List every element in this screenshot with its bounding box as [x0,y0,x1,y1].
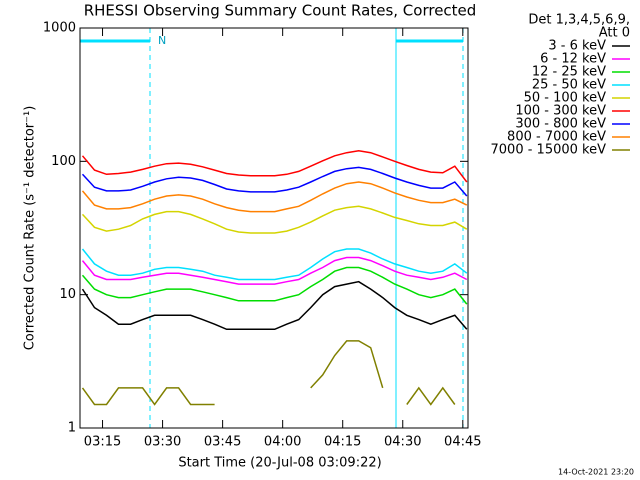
series-line [81,280,468,331]
legend-label: 12 - 25 keV [532,65,606,80]
x-tick-label: 03:15 [84,435,121,450]
y-tick-label: 1000 [43,21,76,36]
legend-label: 7000 - 15000 keV [491,143,607,158]
legend-label: 50 - 100 keV [524,91,607,106]
x-tick-label: 04:00 [264,435,301,450]
series-line [81,266,468,305]
y-tick-label: 1 [68,421,76,436]
x-tick-label: 03:45 [204,435,241,450]
x-axis-label: Start Time (20-Jul-08 03:09:22) [178,456,381,471]
y-axis-label: Corrected Count Rate (s⁻¹ detector⁻¹) [23,106,38,351]
legend-label: 800 - 7000 keV [507,130,606,145]
legend-label: 25 - 50 keV [532,78,606,93]
legend-label: 6 - 12 keV [540,52,606,67]
legend-header: Det 1,3,4,5,6,9, [528,13,630,28]
y-tick-label: 100 [51,154,76,169]
timestamp: 14-Oct-2021 23:20 [558,468,634,477]
series-line [81,166,468,197]
series-line [81,181,468,213]
x-tick-label: 04:45 [444,435,481,450]
series-line [81,256,468,285]
chart-title: RHESSI Observing Summary Count Rates, Co… [84,2,477,20]
y-tick-label: 10 [59,287,76,302]
series-line [81,340,456,406]
x-tick-label: 04:30 [384,435,421,450]
x-tick-label: 04:15 [324,435,361,450]
legend-label: 3 - 6 keV [548,39,606,54]
series-line [81,150,468,183]
series-line [81,205,468,234]
night-label: N [158,34,166,47]
legend-header: Att 0 [599,26,630,41]
legend-label: 100 - 300 keV [515,104,606,119]
x-tick-label: 03:30 [144,435,181,450]
legend-label: 300 - 800 keV [515,117,606,132]
night-markers: N [80,28,464,428]
series-line [81,248,468,281]
plot-frame [79,27,469,429]
